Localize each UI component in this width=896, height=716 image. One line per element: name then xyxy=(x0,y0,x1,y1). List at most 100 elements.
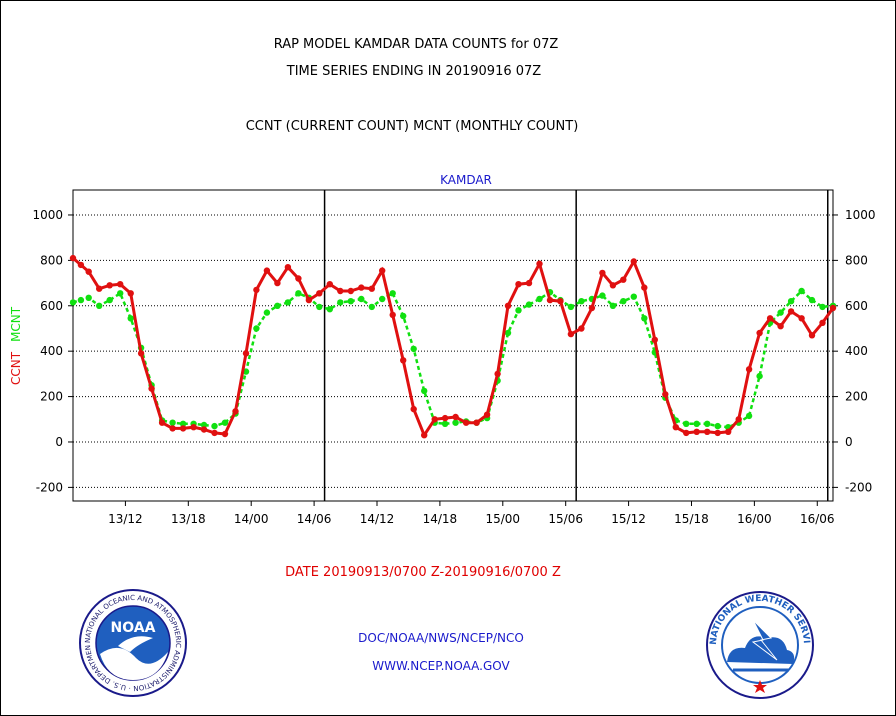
x-tick-label: 15/18 xyxy=(674,512,709,526)
point-mcnt xyxy=(389,290,396,297)
point-mcnt xyxy=(641,315,648,322)
y-tick-label-right: 400 xyxy=(845,344,868,358)
x-tick-label: 13/18 xyxy=(171,512,206,526)
point-mcnt xyxy=(117,290,124,297)
y-tick-label-right: -200 xyxy=(845,480,872,494)
y-tick-label-right: 600 xyxy=(845,299,868,313)
point-mcnt xyxy=(127,315,134,322)
point-ccnt xyxy=(620,276,627,283)
point-mcnt xyxy=(756,372,763,380)
point-ccnt xyxy=(410,405,417,413)
point-ccnt xyxy=(96,285,103,292)
x-tick-label: 15/00 xyxy=(485,512,520,526)
point-mcnt xyxy=(452,419,459,426)
point-ccnt xyxy=(536,260,543,267)
point-mcnt xyxy=(337,299,344,306)
agency-label: DOC/NOAA/NWS/NCEP/NCO xyxy=(358,631,524,645)
point-ccnt xyxy=(641,284,648,291)
point-mcnt xyxy=(745,412,753,420)
point-mcnt xyxy=(69,299,77,306)
point-ccnt xyxy=(714,429,721,437)
point-mcnt xyxy=(609,302,617,309)
point-ccnt xyxy=(137,350,145,357)
nws-logo: NATIONAL WEATHER SERVICE xyxy=(705,590,814,699)
point-mcnt xyxy=(96,302,103,309)
x-tick-label: 16/06 xyxy=(800,512,835,526)
point-ccnt xyxy=(515,281,522,288)
point-ccnt xyxy=(651,336,658,343)
point-mcnt xyxy=(400,312,407,320)
y-tick-label-left: -200 xyxy=(36,480,63,494)
point-ccnt xyxy=(578,325,585,332)
point-ccnt xyxy=(798,315,805,322)
point-ccnt xyxy=(473,419,480,426)
point-ccnt xyxy=(179,425,187,432)
series-line-mcnt xyxy=(72,289,834,429)
y-tick-label-right: 1000 xyxy=(845,208,876,222)
point-ccnt xyxy=(819,319,826,326)
point-mcnt xyxy=(421,387,428,395)
point-mcnt xyxy=(515,307,522,314)
point-mcnt xyxy=(525,301,533,308)
y-tick-label-left: 400 xyxy=(40,344,63,358)
point-mcnt xyxy=(358,295,365,303)
point-ccnt xyxy=(242,350,250,357)
point-ccnt xyxy=(672,424,679,431)
point-mcnt xyxy=(410,345,417,353)
point-mcnt xyxy=(630,293,637,300)
point-mcnt xyxy=(263,309,271,316)
point-ccnt xyxy=(274,279,281,287)
point-ccnt xyxy=(494,370,501,378)
point-mcnt xyxy=(620,298,627,305)
website-link[interactable]: WWW.NCEP.NOAA.GOV xyxy=(372,659,510,673)
point-mcnt xyxy=(808,296,816,304)
point-mcnt xyxy=(200,421,208,429)
point-ccnt xyxy=(326,281,333,288)
y-tick-label-left: 1000 xyxy=(32,208,63,222)
chart-title-line2: TIME SERIES ENDING IN 20190916 07Z xyxy=(286,64,542,79)
point-mcnt xyxy=(274,302,281,309)
y-tick-label-left: 600 xyxy=(40,299,63,313)
x-tick-label: 15/06 xyxy=(548,512,583,526)
point-ccnt xyxy=(452,413,459,421)
point-ccnt xyxy=(483,411,491,418)
point-ccnt xyxy=(77,261,85,269)
point-ccnt xyxy=(735,416,742,423)
point-mcnt xyxy=(106,296,113,304)
point-ccnt xyxy=(148,385,155,392)
point-mcnt xyxy=(85,294,92,301)
point-ccnt xyxy=(462,419,470,426)
point-ccnt xyxy=(379,267,386,274)
point-ccnt xyxy=(158,419,166,426)
point-ccnt xyxy=(368,285,375,292)
point-mcnt xyxy=(567,303,575,311)
point-mcnt xyxy=(253,325,260,332)
y-tick-label-left: 0 xyxy=(55,435,63,449)
point-mcnt xyxy=(169,419,176,426)
x-tick-label: 16/00 xyxy=(737,512,772,526)
noaa-logo-text: NOAA xyxy=(111,620,156,636)
x-tick-label: 14/12 xyxy=(360,512,395,526)
point-ccnt xyxy=(305,296,313,304)
point-mcnt xyxy=(683,420,690,427)
point-ccnt xyxy=(117,281,124,288)
date-range-label: DATE 20190913/0700 Z-20190916/0700 Z xyxy=(285,565,561,580)
noaa-logo: NATIONAL OCEANIC AND ATMOSPHERIC ADMINIS… xyxy=(78,588,187,697)
point-ccnt xyxy=(232,408,239,415)
point-mcnt xyxy=(379,295,386,303)
point-mcnt xyxy=(221,419,229,426)
y-axis-label-ccnt: CCNT xyxy=(9,351,23,385)
point-ccnt xyxy=(504,302,512,309)
point-ccnt xyxy=(756,329,763,337)
point-ccnt xyxy=(400,357,407,364)
point-ccnt xyxy=(546,296,554,304)
point-ccnt xyxy=(599,269,606,277)
point-mcnt xyxy=(536,295,543,303)
y-tick-label-right: 0 xyxy=(845,435,853,449)
point-ccnt xyxy=(295,275,302,282)
point-ccnt xyxy=(85,268,92,275)
point-mcnt xyxy=(326,306,333,313)
point-ccnt xyxy=(190,424,197,431)
point-ccnt xyxy=(766,315,774,322)
point-ccnt xyxy=(431,416,438,423)
